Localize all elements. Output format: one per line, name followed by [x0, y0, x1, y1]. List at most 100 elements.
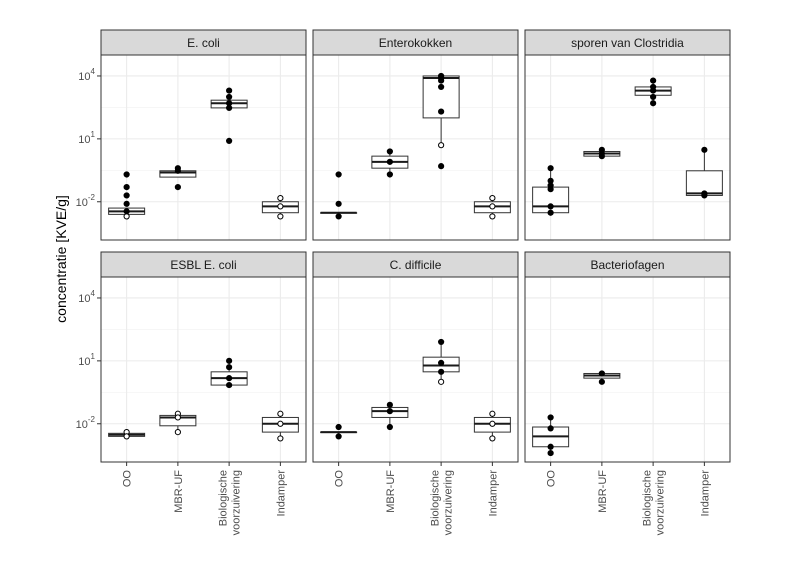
data-point — [277, 213, 284, 220]
facet-strip — [312, 251, 519, 278]
box-group — [261, 410, 299, 442]
x-tick-label: voorzuivering — [655, 470, 667, 535]
data-point — [701, 192, 708, 199]
facet-2: Enterokokken — [312, 29, 519, 241]
box-group — [320, 171, 358, 220]
data-point — [489, 203, 496, 210]
data-point — [547, 165, 554, 172]
facet-title: Bacteriofagen — [590, 258, 664, 272]
x-axis: OO MBR-UF Biologische voorzuivering Indamper… — [122, 462, 711, 535]
data-point — [547, 425, 554, 432]
data-point — [226, 93, 233, 101]
facet-title: C. difficile — [390, 258, 442, 272]
panel-border — [524, 276, 731, 463]
data-point — [123, 171, 130, 178]
data-point — [386, 408, 393, 415]
box-group — [685, 146, 723, 199]
x-axis-col-2: OO MBR-UF Biologische voorzuivering Indamper — [334, 462, 499, 535]
x-tick-label: voorzuivering — [231, 470, 243, 535]
facet-3: sporen van Clostridia — [524, 29, 731, 241]
box-group — [371, 148, 409, 178]
data-point — [438, 338, 445, 346]
data-point — [123, 200, 130, 207]
facet-title: sporen van Clostridia — [571, 36, 684, 50]
x-tick-label: MBR-UF — [597, 470, 609, 513]
data-point — [174, 167, 181, 174]
data-point — [489, 420, 496, 427]
data-point — [701, 146, 708, 153]
x-tick-label: Indamper — [275, 470, 287, 517]
data-point — [226, 87, 233, 94]
data-point — [174, 429, 181, 436]
x-axis-col-1: OO MBR-UF Biologische voorzuivering Indamper — [122, 462, 287, 535]
x-tick-label: Indamper — [487, 470, 499, 517]
x-axis-col-3: OO MBR-UF Biologische voorzuivering Indamper — [546, 462, 711, 535]
data-point — [438, 163, 445, 170]
data-point — [598, 153, 605, 160]
data-point — [226, 104, 233, 111]
y-axis-title: concentratie [KVE/g] — [53, 195, 69, 323]
y-tick-label: 101 — [78, 352, 95, 368]
data-point — [489, 435, 496, 442]
data-point — [386, 148, 393, 155]
box-group — [583, 146, 621, 160]
data-point — [123, 433, 130, 440]
data-point — [335, 171, 342, 178]
box-group — [583, 370, 621, 385]
data-point — [438, 108, 445, 115]
data-point — [277, 435, 284, 442]
data-point — [438, 83, 445, 91]
data-point — [123, 208, 130, 215]
panel-border — [524, 54, 731, 241]
box-group — [532, 414, 570, 457]
data-point — [226, 364, 233, 371]
x-tick-label: voorzuivering — [443, 470, 455, 535]
box-group — [108, 171, 146, 220]
data-point — [547, 443, 554, 450]
panel-border — [312, 276, 519, 463]
facet-strip — [100, 29, 307, 56]
box-group — [320, 423, 358, 440]
box-group — [473, 194, 511, 220]
box-group — [159, 410, 197, 436]
data-point — [226, 357, 233, 364]
data-point — [438, 77, 445, 84]
data-point — [335, 200, 342, 207]
box-group — [210, 357, 248, 389]
data-point — [650, 87, 657, 94]
data-point — [123, 192, 130, 199]
data-point — [226, 381, 233, 389]
facet-6: Bacteriofagen — [524, 251, 731, 463]
panel-border — [100, 54, 307, 241]
box-group — [210, 87, 248, 144]
data-point — [547, 449, 554, 457]
data-point — [277, 420, 284, 427]
x-tick-label: MBR-UF — [173, 470, 185, 513]
x-tick-label: Biologische — [218, 470, 230, 526]
box-group — [159, 165, 197, 191]
y-tick-label: 10-2 — [76, 193, 96, 209]
data-point — [386, 423, 393, 431]
data-point — [489, 213, 496, 220]
data-point — [547, 414, 554, 421]
facet-strip — [100, 251, 307, 278]
data-point — [650, 100, 657, 107]
facet-panels: E. coli Enterokokken sporen van Clostridia… — [100, 29, 731, 463]
grid-lines — [313, 55, 518, 240]
y-tick-label: 10-2 — [76, 415, 96, 431]
facet-title: Enterokokken — [379, 36, 452, 50]
box-group — [108, 429, 146, 440]
box-group — [422, 338, 460, 385]
data-point — [335, 213, 342, 220]
data-point — [598, 378, 605, 385]
data-point — [226, 137, 233, 144]
data-point — [489, 194, 496, 202]
data-point — [547, 203, 554, 210]
data-point — [277, 194, 284, 202]
x-tick-label: Biologische — [642, 470, 654, 526]
data-point — [335, 423, 342, 431]
facet-1: E. coli — [100, 29, 307, 241]
panel-border — [100, 276, 307, 463]
y-axes: 10-2 101 104 10-2 101 104 — [76, 67, 101, 431]
